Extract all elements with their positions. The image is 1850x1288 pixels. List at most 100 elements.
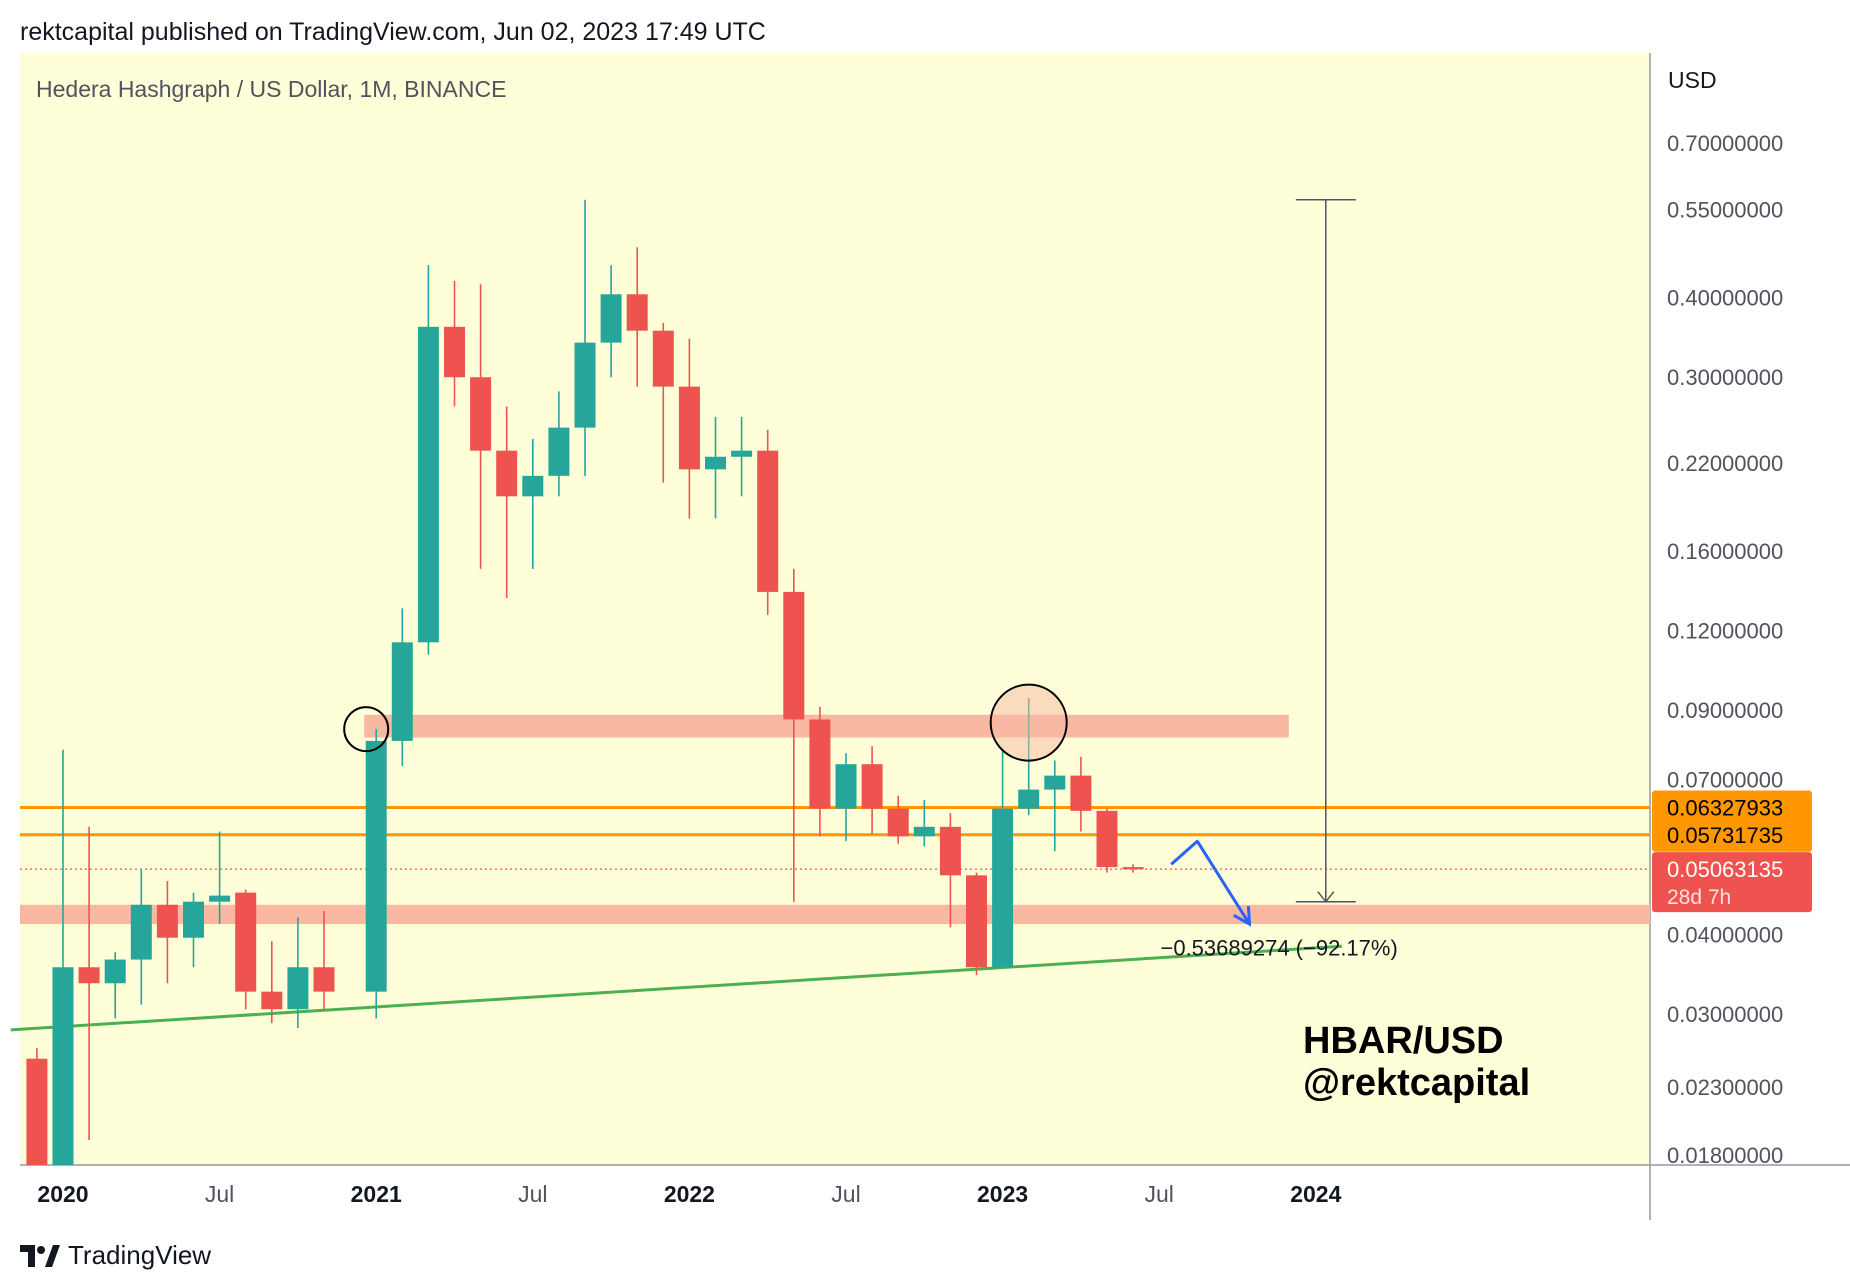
candle-body [913,826,935,837]
candle-2022-09 [887,795,909,844]
level-badge-2 [1652,817,1812,852]
candle-2023-03 [1044,760,1066,852]
candle-body [444,326,465,378]
candle-2020-10 [287,917,309,1028]
candle-body [1070,775,1092,811]
candle-2021-02 [391,608,413,767]
support-trendline [10,944,1342,1032]
highlight-circle-1 [343,706,390,753]
candle-body [600,294,622,343]
x-tick-2021-01: 2021 [351,1181,402,1207]
measure-arrow-head [1317,891,1335,903]
candle-2020-07 [209,831,231,925]
candle-body [130,904,152,960]
level-badge-label-1: 0.06327933 [1667,795,1783,820]
candle-2020-06 [183,892,204,968]
y-tick-0.30000000: 0.30000000 [1667,365,1783,390]
candle-2021-11 [626,247,648,387]
candle-2023-04 [1070,756,1092,832]
candle-2020-02 [78,826,100,1141]
candle-2022-12 [966,872,987,976]
candle-body [522,475,544,497]
candle-2021-04 [444,280,465,407]
current-price-badge [1652,852,1812,913]
watermark-pair: HBAR/USD [1303,1020,1504,1062]
candle-body [261,991,283,1010]
candle-2020-11 [313,911,335,1010]
candle-2022-04 [757,429,779,615]
y-tick-0.16000000: 0.16000000 [1667,539,1783,564]
candle-body [417,326,439,643]
candle-2022-10 [913,800,935,847]
candle-body [626,294,648,331]
candle-2021-08 [548,391,570,497]
candle-body [783,591,805,720]
y-tick-0.70000000: 0.70000000 [1667,131,1783,156]
x-tick-2020-01: 2020 [37,1181,88,1207]
chart-title: Hedera Hashgraph / US Dollar, 1M, BINANC… [36,76,506,102]
candle-2022-07 [835,753,857,842]
candle-2021-05 [470,284,492,569]
candle-2022-08 [861,746,883,834]
candle-body [1122,867,1144,870]
candle-body [313,967,335,992]
y-tick-0.03000000: 0.03000000 [1667,1002,1783,1027]
level-badge-1 [1652,790,1812,825]
candle-2020-09 [261,941,283,1024]
watermark-author: @rektcapital [1303,1062,1530,1104]
y-tick-0.02300000: 0.02300000 [1667,1075,1783,1100]
highlight-circle-2 [989,683,1068,762]
candle-body [966,875,987,968]
candle-body [809,719,831,809]
candle-body [705,456,726,470]
y-tick-0.07000000: 0.07000000 [1667,768,1783,793]
candle-2021-06 [496,406,518,598]
candle-2021-03 [417,265,439,655]
candle-body [26,1058,48,1165]
candle-body [678,386,700,470]
y-axis-unit: USD [1668,67,1717,93]
candle-2022-03 [731,416,753,497]
candle-2021-09 [574,199,596,476]
x-tick-2020-07: Jul [205,1181,234,1207]
candle-body [574,342,596,428]
candle-body [861,764,883,809]
footer-brand[interactable]: TradingView [20,1240,211,1271]
y-tick-0.04000000: 0.04000000 [1667,922,1783,947]
candle-2022-01 [678,338,700,519]
x-tick-2022-01: 2022 [664,1181,715,1207]
candle-body [835,764,857,809]
candle-body [391,642,413,741]
candle-body [365,740,387,992]
candle-2020-04 [130,869,152,1005]
candle-body [1096,810,1118,868]
candle-body [887,808,909,837]
level-badge-label-2: 0.05731735 [1667,823,1783,848]
x-tick-2024-01: 2024 [1290,1181,1341,1207]
candle-2022-02 [705,416,726,519]
candle-body [235,892,257,992]
candle-body [992,808,1014,968]
candle-body [548,427,570,476]
candle-body [104,959,126,984]
support-zone [20,904,1650,925]
candle-2021-01 [365,729,387,1019]
current-price-label: 0.05063135 [1667,857,1783,882]
candle-body [470,377,492,451]
candle-body [652,330,674,387]
y-tick-0.40000000: 0.40000000 [1667,286,1783,311]
candle-2022-05 [783,568,805,902]
candle-body [209,895,231,902]
footer-brand-label: TradingView [68,1240,212,1270]
candle-2020-01 [52,749,74,1165]
candle-2021-07 [522,438,544,569]
candle-body [731,450,753,457]
candle-2021-10 [600,265,622,378]
candle-body [1044,775,1066,790]
candle-2020-03 [104,952,126,1019]
candle-2020-05 [156,880,178,984]
y-tick-0.01800000: 0.01800000 [1667,1143,1783,1168]
candle-body [183,901,204,938]
candle-2021-12 [652,323,674,483]
